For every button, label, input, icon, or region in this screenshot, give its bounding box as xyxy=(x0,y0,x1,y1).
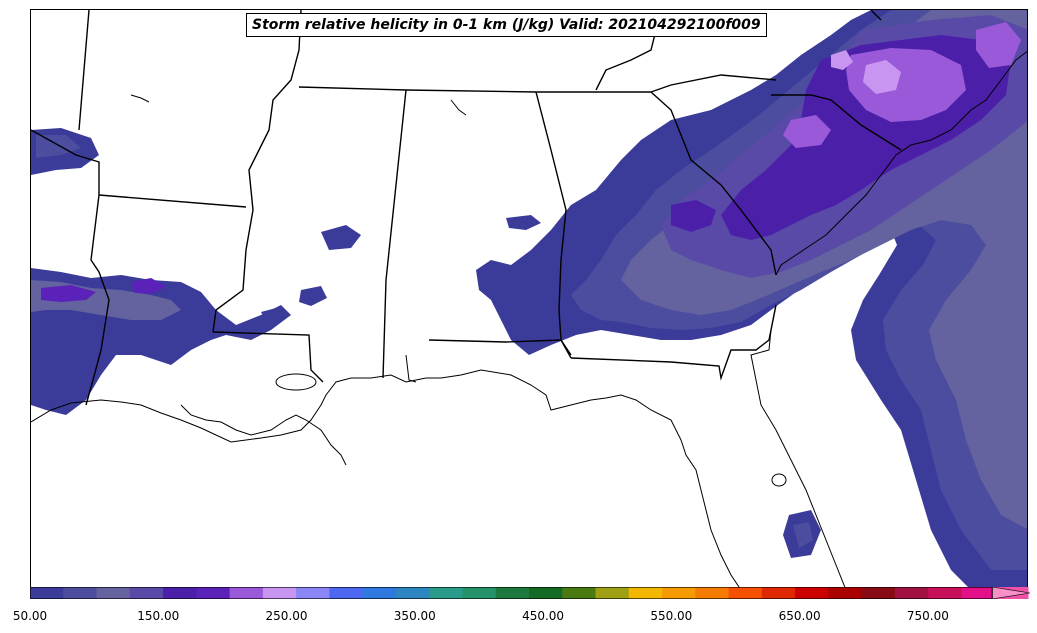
map-panel xyxy=(30,9,1028,589)
colorbar-tick-label: 150.00 xyxy=(137,609,180,623)
colorbar-swatches xyxy=(30,587,1031,599)
lake-okeechobee xyxy=(771,473,787,487)
contour-blob-ms xyxy=(321,225,361,250)
colorbar-swatch xyxy=(861,587,896,599)
helicity-map xyxy=(31,10,1027,588)
colorbar xyxy=(30,587,1031,599)
colorbar-swatch xyxy=(695,587,730,599)
colorbar-swatch xyxy=(828,587,863,599)
border-ar-la xyxy=(98,194,247,208)
colorbar-swatch xyxy=(562,587,597,599)
colorbar-swatch xyxy=(429,587,463,599)
coast-fl-east xyxy=(750,304,846,588)
coastlines xyxy=(31,50,1027,588)
contour-west-l4b xyxy=(131,278,166,294)
colorbar-swatch xyxy=(262,587,297,599)
border-va-nc xyxy=(870,10,882,21)
helicity-contours xyxy=(31,10,1027,588)
colorbar-swatch xyxy=(961,587,996,599)
colorbar-tick-label: 650.00 xyxy=(778,609,821,623)
colorbar-swatch xyxy=(163,587,197,599)
state-borders xyxy=(31,10,902,406)
border-ar-ok xyxy=(78,10,90,131)
colorbar-swatch xyxy=(129,587,164,599)
river-arkansas xyxy=(130,94,150,103)
colorbar-swatch xyxy=(761,587,796,599)
colorbar-swatch xyxy=(628,587,663,599)
colorbar-tick-label: 250.00 xyxy=(265,609,308,623)
colorbar-swatch xyxy=(196,587,231,599)
colorbar-outline xyxy=(30,587,993,599)
border-nc-tn xyxy=(650,74,777,93)
border-ky xyxy=(595,29,657,91)
colorbar-swatch xyxy=(362,587,397,599)
colorbar-swatch xyxy=(462,587,497,599)
colorbar-tick-label: 350.00 xyxy=(393,609,436,623)
border-ms-al xyxy=(382,89,407,379)
contour-peak-l6b xyxy=(831,50,853,70)
colorbar-swatch xyxy=(96,587,131,599)
border-ga-sc xyxy=(650,91,777,276)
contour-nw-blob2 xyxy=(36,135,81,158)
colorbar-swatch xyxy=(495,587,530,599)
map-title: Storm relative helicity in 0-1 km (J/kg)… xyxy=(246,13,767,37)
colorbar-swatch xyxy=(296,587,330,599)
contour-inland-l4b xyxy=(671,200,716,232)
contour-west-l4 xyxy=(41,285,96,302)
coast-gulf-west xyxy=(31,369,741,588)
contour-peak-l5c xyxy=(976,22,1021,68)
colorbar-swatch xyxy=(395,587,430,599)
colorbar-swatch xyxy=(795,587,829,599)
colorbar-tick-label: 550.00 xyxy=(650,609,693,623)
contour-peak-l6 xyxy=(863,60,901,94)
border-tx-la xyxy=(85,194,110,406)
colorbar-tick-label: 750.00 xyxy=(906,609,949,623)
contour-blob-small2 xyxy=(261,308,281,326)
colorbar-swatch xyxy=(928,587,962,599)
colorbar-swatch xyxy=(30,587,64,599)
colorbar-swatch xyxy=(529,587,563,599)
colorbar-swatch xyxy=(728,587,763,599)
colorbar-tick-label: 450.00 xyxy=(522,609,565,623)
border-al-fl xyxy=(428,339,572,359)
coast-la-marsh xyxy=(180,404,347,466)
colorbar-extend-arrow xyxy=(991,587,1031,599)
colorbar-swatch xyxy=(329,587,364,599)
colorbar-tick-label: 50.00 xyxy=(12,609,48,623)
colorbar-swatch xyxy=(63,587,98,599)
border-nc-sc xyxy=(771,94,902,151)
border-ms-river xyxy=(212,10,302,333)
colorbar-swatch xyxy=(662,587,696,599)
coast-atlantic xyxy=(775,50,1027,276)
river-tn xyxy=(450,99,467,116)
colorbar-swatch xyxy=(229,587,264,599)
colorbar-swatch xyxy=(595,587,630,599)
coast-mobile-bay xyxy=(405,354,417,383)
contour-blob-al xyxy=(506,215,541,230)
contour-blob-fl2 xyxy=(793,522,813,548)
border-ga-fl xyxy=(570,304,777,381)
colorbar-swatch xyxy=(894,587,929,599)
contour-blob-small1 xyxy=(299,286,327,306)
border-texas-ar xyxy=(31,129,100,195)
border-la-ms xyxy=(212,331,324,383)
lake-pontchartrain xyxy=(275,373,317,391)
border-tn-south xyxy=(298,86,651,93)
contour-peak-l5b xyxy=(783,115,831,148)
